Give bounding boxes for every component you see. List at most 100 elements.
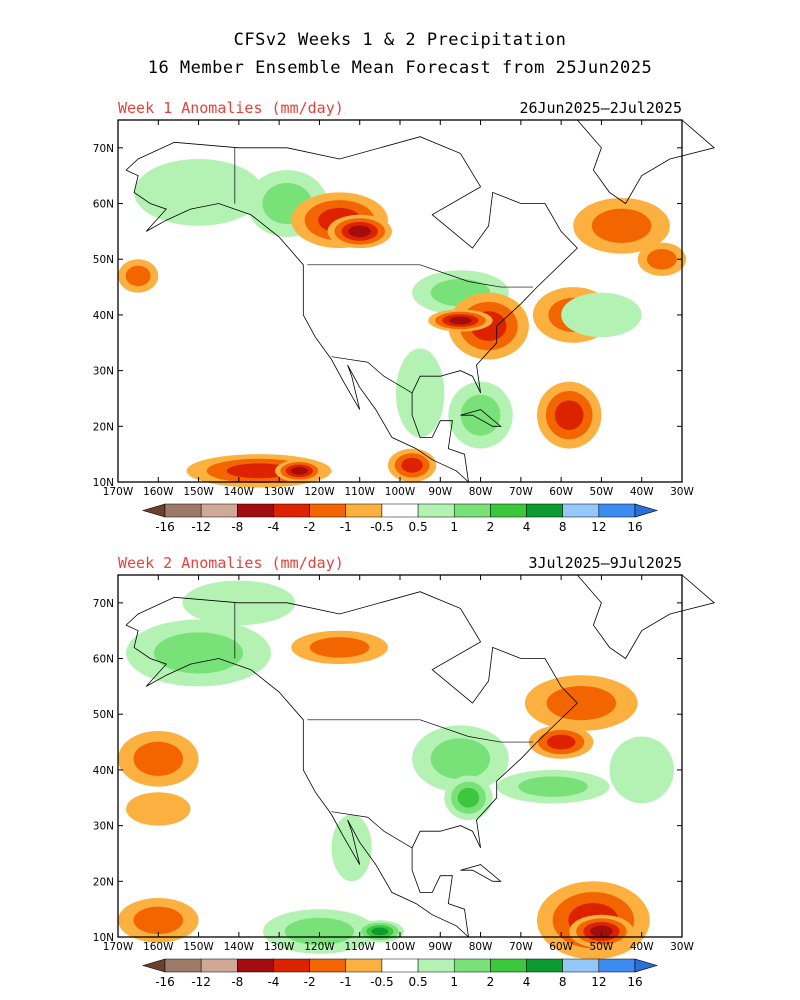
lon-label: 170W	[103, 941, 134, 953]
lat-label: 30N	[93, 821, 114, 833]
colorbar-label: 1	[450, 520, 458, 534]
lat-label: 70N	[93, 598, 114, 610]
week1-colorbar: -16 -12 -8 -4 -2 -1 -0.5 0.5 1 2 4 8 12 16	[141, 503, 659, 534]
colorbar-label: 1	[450, 975, 458, 989]
anomaly-contour	[518, 776, 588, 797]
week2-colorbar: -16 -12 -8 -4 -2 -1 -0.5 0.5 1 2 4 8 12 16	[141, 958, 659, 989]
colorbar-swatch	[345, 958, 383, 973]
colorbar-label: 8	[559, 975, 567, 989]
anomaly-contour	[290, 466, 308, 475]
colorbar-swatch	[526, 958, 563, 973]
colorbar-label: -8	[231, 520, 243, 534]
title-line-2: 16 Member Ensemble Mean Forecast from 25…	[147, 58, 653, 78]
lon-label: 90W	[428, 486, 452, 498]
colorbar-swatch	[526, 503, 563, 518]
lon-label: 30W	[670, 941, 694, 953]
anomaly-field	[118, 158, 687, 488]
colorbar-swatch	[273, 503, 310, 518]
lon-label: 30W	[670, 486, 694, 498]
colorbar-swatch	[490, 958, 527, 973]
lat-label: 10N	[93, 477, 114, 489]
colorbar-swatch	[562, 503, 600, 518]
anomaly-contour	[153, 632, 244, 674]
colorbar-label: -4	[267, 975, 279, 989]
lon-label: 130W	[264, 941, 295, 953]
lon-label: 160W	[143, 941, 174, 953]
colorbar-label: 16	[627, 975, 642, 989]
colorbar-swatch	[562, 958, 600, 973]
colorbar-swatch	[164, 958, 202, 973]
anomaly-contour	[590, 925, 613, 938]
colorbar-label: -1	[340, 975, 352, 989]
lon-label: 90W	[428, 941, 452, 953]
colorbar-arrow-right	[634, 503, 659, 518]
colorbar-label: -12	[191, 520, 211, 534]
colorbar-label: -8	[231, 975, 243, 989]
lon-label: 140W	[224, 941, 255, 953]
colorbar-swatch	[273, 958, 310, 973]
cuba-coastline	[460, 864, 502, 882]
week2-dates: 3Jul2025—9Jul2025	[528, 554, 682, 572]
lon-label: 70W	[509, 941, 533, 953]
lat-label: 60N	[93, 199, 114, 211]
colorbar-arrow-left	[141, 958, 166, 973]
lon-label: 100W	[385, 486, 416, 498]
colorbar-label: -0.5	[370, 975, 393, 989]
colorbar-label: -1	[340, 520, 352, 534]
colorbar-swatch	[237, 503, 274, 518]
colorbar-label: -0.5	[370, 520, 393, 534]
lon-label: 70W	[509, 486, 533, 498]
lon-label: 110W	[344, 486, 375, 498]
anomaly-contour	[309, 637, 370, 658]
colorbar-label: 8	[559, 520, 567, 534]
colorbar-swatch	[345, 503, 383, 518]
colorbar-swatch	[417, 503, 455, 518]
colorbar-label: 12	[591, 975, 606, 989]
anomaly-contour	[125, 265, 151, 287]
lat-label: 10N	[93, 932, 114, 944]
colorbar-label: -2	[304, 975, 316, 989]
week1-dates: 26Jun2025—2Jul2025	[519, 99, 682, 117]
lon-label: 120W	[304, 941, 335, 953]
anomaly-contour	[430, 738, 491, 780]
colorbar-label: 2	[487, 520, 495, 534]
anomaly-contour	[331, 814, 372, 882]
anomaly-contour	[284, 917, 355, 946]
greenland-coastline	[576, 574, 716, 660]
lon-label: 130W	[264, 486, 295, 498]
cuba-coastline	[460, 409, 502, 427]
colorbar-label: -16	[155, 520, 175, 534]
lon-label: 160W	[143, 486, 174, 498]
us-mexico-border	[331, 811, 413, 849]
lon-label: 80W	[469, 941, 493, 953]
lon-label: 150W	[183, 941, 214, 953]
colorbar-label: 2	[487, 975, 495, 989]
lat-label: 60N	[93, 654, 114, 666]
anomaly-contour	[401, 457, 423, 473]
lon-label: 120W	[304, 486, 335, 498]
anomaly-contour	[133, 906, 184, 935]
anomaly-contour	[591, 208, 652, 243]
week2-map: 170W 160W 150W 140W 130W 120W 110W 100W 90W 80W 70…	[93, 574, 716, 960]
anomaly-contour	[646, 248, 677, 270]
lon-label: 40W	[630, 486, 654, 498]
coastline	[125, 136, 578, 484]
lon-label: 110W	[344, 941, 375, 953]
lat-label: 20N	[93, 876, 114, 888]
anomaly-contour	[457, 787, 480, 808]
title-line-1: CFSv2 Weeks 1 & 2 Precipitation	[233, 30, 567, 50]
anomaly-contour	[126, 792, 191, 826]
lat-label: 20N	[93, 421, 114, 433]
anomaly-contour	[226, 463, 292, 479]
lon-label: 100W	[385, 941, 416, 953]
week1-map: 170W 160W 150W 140W 130W 120W 110W 100W 90W 80W 70…	[93, 119, 716, 498]
greenland-coastline	[576, 119, 716, 205]
colorbar-label: -2	[304, 520, 316, 534]
lat-label: 50N	[93, 254, 114, 266]
colorbar-label: -4	[267, 520, 279, 534]
lat-label: 40N	[93, 765, 114, 777]
colorbar-swatch	[237, 958, 274, 973]
colorbar-swatch	[453, 503, 491, 518]
week1-label: Week 1 Anomalies (mm/day)	[118, 99, 344, 117]
colorbar-swatch	[598, 958, 636, 973]
